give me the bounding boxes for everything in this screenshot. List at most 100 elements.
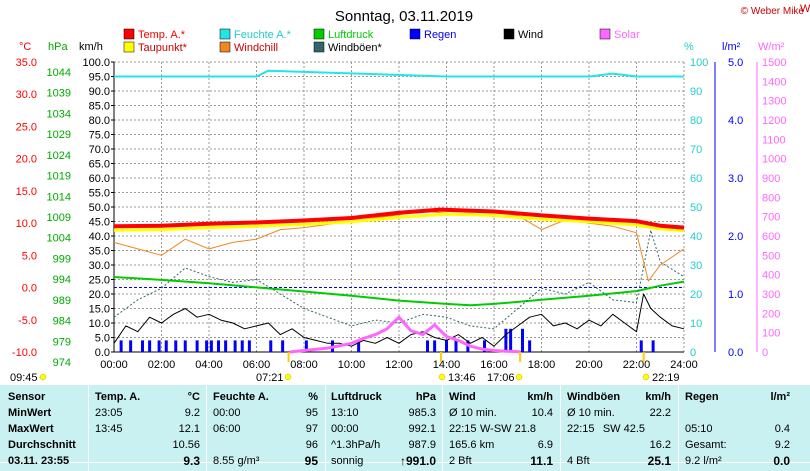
unit-rain: l/m² bbox=[722, 41, 741, 53]
tick-temp: 5.0 bbox=[22, 250, 37, 262]
tick-temp: 35.0 bbox=[16, 57, 37, 69]
series-wind bbox=[113, 293, 685, 347]
rain-value: 9.2 bbox=[774, 439, 790, 451]
header-humidity: Feuchte A. bbox=[213, 391, 269, 403]
rain-bar bbox=[164, 340, 168, 352]
tick-wind: 40.0 bbox=[89, 231, 110, 243]
pressure-value: 992.1 bbox=[408, 423, 436, 435]
tick-humidity: 10 bbox=[690, 318, 702, 330]
tick-pressure: 984 bbox=[53, 316, 71, 328]
rain-value: 0.0 bbox=[773, 454, 790, 468]
temp-time: 13:45 bbox=[95, 423, 123, 435]
legend-label: Taupunkt* bbox=[138, 42, 188, 54]
tick-wind: 10.0 bbox=[89, 318, 110, 330]
unit-w: W bbox=[800, 3, 810, 15]
unit-humidity: % bbox=[684, 41, 694, 53]
legend-swatch bbox=[313, 41, 325, 53]
tick-rain: 4.0 bbox=[728, 115, 743, 127]
tick-wind: 70.0 bbox=[89, 144, 110, 156]
tick-pressure: 1014 bbox=[47, 191, 71, 203]
legend-swatch bbox=[313, 28, 325, 40]
tick-solar: 400 bbox=[762, 270, 780, 282]
axis-units: °C hPa km/h% l/m² W/m² W bbox=[19, 3, 810, 53]
header-pressure: Luftdruck bbox=[331, 391, 382, 403]
rain-bar bbox=[639, 340, 643, 352]
legend-swatch bbox=[503, 28, 515, 40]
header-wind-unit: km/h bbox=[527, 391, 553, 403]
tick-pressure: 989 bbox=[53, 295, 71, 307]
rain-bar bbox=[141, 340, 144, 352]
tick-solar: 300 bbox=[762, 289, 780, 301]
tick-wind: 75.0 bbox=[89, 130, 110, 142]
gust-time: 4 Bft bbox=[567, 455, 590, 467]
series-windb-en bbox=[113, 229, 685, 330]
tick-time: 08:00 bbox=[290, 359, 318, 371]
header-temp: Temp. A. bbox=[95, 391, 141, 403]
tick-temp: 0.0 bbox=[22, 283, 37, 295]
tick-rain: 5.0 bbox=[728, 57, 743, 69]
header-rain-unit: l/m² bbox=[770, 391, 790, 403]
rain-bar bbox=[157, 340, 161, 352]
tick-wind: 50.0 bbox=[89, 202, 110, 214]
legend-label: Wind bbox=[518, 29, 543, 41]
wind-value: 6.9 bbox=[537, 439, 553, 451]
legend-label: Luftdruck bbox=[328, 29, 374, 41]
header-gust-unit: km/h bbox=[645, 391, 671, 403]
gust-value: 25.1 bbox=[647, 454, 671, 468]
tick-pressure: 1034 bbox=[47, 108, 71, 120]
tick-solar: 700 bbox=[762, 212, 780, 224]
tick-solar: 1200 bbox=[762, 115, 786, 127]
series-solar bbox=[289, 315, 521, 354]
rain-bar bbox=[240, 340, 244, 352]
sun-icon bbox=[642, 373, 650, 381]
rain-bar bbox=[119, 340, 123, 352]
tick-pressure: 1029 bbox=[47, 129, 71, 141]
pressure-value: ↑991.0 bbox=[399, 454, 436, 468]
grid bbox=[113, 61, 685, 353]
legend-label: Feuchte A.* bbox=[234, 29, 292, 41]
humidity-value: 97 bbox=[305, 423, 318, 435]
wind-time: 2 Bft bbox=[449, 455, 472, 467]
pressure-time: ^1.3hPa/h bbox=[331, 439, 381, 451]
row-label: Durchschnitt bbox=[8, 439, 76, 451]
tick-humidity: 80 bbox=[690, 115, 702, 127]
tick-wind: 20.0 bbox=[89, 289, 110, 301]
tick-wind: 90.0 bbox=[89, 86, 110, 98]
tick-humidity: 0 bbox=[690, 347, 696, 359]
temp-value: 9.2 bbox=[184, 407, 200, 419]
tick-solar: 1000 bbox=[762, 154, 786, 166]
chart-title: Sonntag, 03.11.2019 bbox=[335, 8, 473, 25]
weather-chart: Sonntag, 03.11.2019 Temp. A.* Feuchte A.*… bbox=[10, 3, 810, 384]
tick-time: 18:00 bbox=[528, 359, 556, 371]
sun-icon bbox=[438, 373, 446, 381]
rain-bar bbox=[148, 340, 152, 352]
wind-time: Ø 10 min. bbox=[449, 407, 497, 419]
tick-time: 06:00 bbox=[243, 359, 271, 371]
header-wind: Wind bbox=[449, 391, 476, 403]
tick-time: 20:00 bbox=[575, 359, 603, 371]
tick-time: 10:00 bbox=[338, 359, 366, 371]
temp-value: 12.1 bbox=[178, 423, 200, 435]
wind-time: 165.6 km bbox=[449, 439, 495, 451]
tick-solar: 1500 bbox=[762, 57, 786, 69]
series-temp-a bbox=[113, 207, 685, 230]
tick-time: 14:00 bbox=[433, 359, 461, 371]
tick-wind: 0.0 bbox=[95, 347, 110, 359]
tick-solar: 1100 bbox=[762, 134, 786, 146]
axes: 35.0 30.0 25.0 20.0 15.0 10.0 5.0 0.0 -5.0 -10.0 1… bbox=[12, 57, 787, 371]
legend-label: Windböen* bbox=[328, 42, 383, 54]
pressure-value: 985.3 bbox=[408, 407, 436, 419]
row-label: MaxWert bbox=[8, 423, 54, 435]
unit-temp: °C bbox=[19, 41, 31, 53]
rain-bar bbox=[205, 340, 209, 352]
tick-solar: 600 bbox=[762, 231, 780, 243]
rain-time: 05:10 bbox=[685, 423, 713, 435]
tick-solar: 0 bbox=[762, 347, 768, 359]
tick-solar: 900 bbox=[762, 173, 780, 185]
rain-bar bbox=[445, 340, 448, 352]
tick-wind: 80.0 bbox=[89, 115, 110, 127]
rain-bar bbox=[217, 340, 220, 352]
tick-temp: 30.0 bbox=[16, 89, 37, 101]
tick-rain: 0.0 bbox=[728, 347, 743, 359]
copyright: © Weber Mike bbox=[740, 6, 804, 17]
